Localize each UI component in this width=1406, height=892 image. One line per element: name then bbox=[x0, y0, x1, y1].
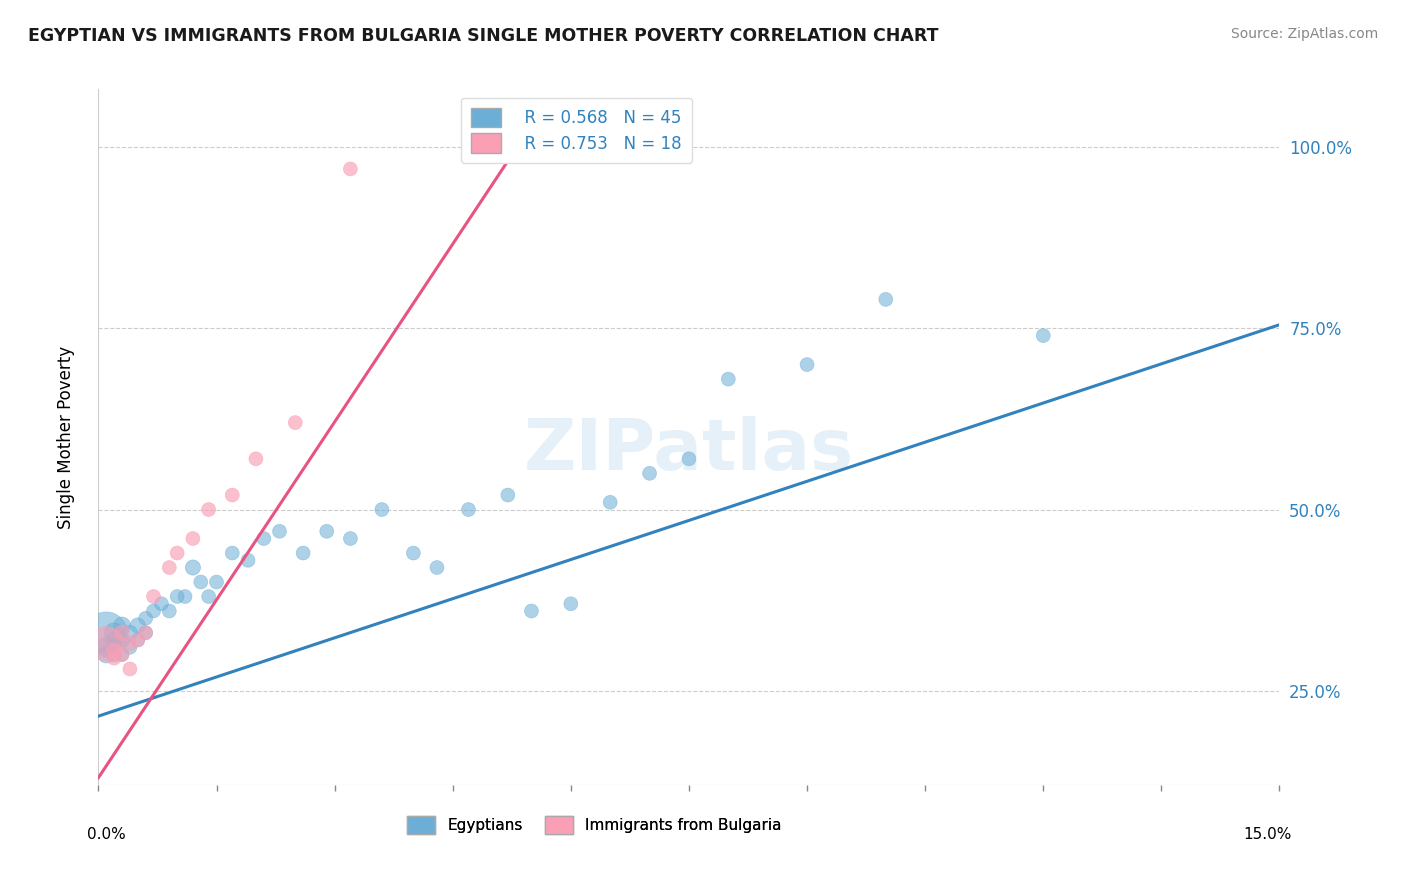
Point bbox=[371, 502, 394, 516]
Point bbox=[197, 590, 219, 604]
Point bbox=[96, 625, 118, 640]
Point bbox=[166, 546, 188, 560]
Point bbox=[717, 372, 740, 386]
Point bbox=[96, 640, 118, 655]
Point bbox=[157, 604, 180, 618]
Point bbox=[103, 633, 125, 648]
Point bbox=[118, 625, 141, 640]
Point bbox=[157, 560, 180, 574]
Point bbox=[560, 597, 582, 611]
Point bbox=[111, 633, 134, 648]
Point bbox=[221, 546, 243, 560]
Point bbox=[205, 574, 228, 589]
Point bbox=[875, 293, 897, 307]
Point bbox=[127, 633, 149, 648]
Point bbox=[520, 604, 543, 618]
Text: EGYPTIAN VS IMMIGRANTS FROM BULGARIA SINGLE MOTHER POVERTY CORRELATION CHART: EGYPTIAN VS IMMIGRANTS FROM BULGARIA SIN… bbox=[28, 27, 939, 45]
Point bbox=[315, 524, 337, 539]
Point bbox=[221, 488, 243, 502]
Point bbox=[103, 651, 125, 665]
Point bbox=[457, 502, 479, 516]
Point bbox=[111, 618, 134, 632]
Point bbox=[269, 524, 291, 539]
Point bbox=[1032, 328, 1054, 343]
Point bbox=[166, 590, 188, 604]
Point bbox=[103, 644, 125, 658]
Point bbox=[150, 597, 173, 611]
Point bbox=[292, 546, 315, 560]
Point bbox=[111, 625, 134, 640]
Point bbox=[96, 648, 118, 662]
Point bbox=[284, 416, 307, 430]
Text: 15.0%: 15.0% bbox=[1243, 827, 1291, 842]
Text: 0.0%: 0.0% bbox=[87, 827, 125, 842]
Point bbox=[599, 495, 621, 509]
Point bbox=[103, 625, 125, 640]
Point bbox=[339, 532, 361, 546]
Point bbox=[339, 161, 361, 176]
Point bbox=[190, 574, 212, 589]
Point bbox=[127, 618, 149, 632]
Point bbox=[236, 553, 259, 567]
Point bbox=[678, 451, 700, 466]
Text: ZIPatlas: ZIPatlas bbox=[524, 417, 853, 485]
Point bbox=[127, 633, 149, 648]
Point bbox=[496, 488, 519, 502]
Point bbox=[142, 590, 165, 604]
Point bbox=[197, 502, 219, 516]
Point bbox=[118, 662, 141, 676]
Point bbox=[245, 451, 267, 466]
Point bbox=[638, 467, 661, 481]
Point bbox=[103, 648, 125, 662]
Point bbox=[181, 532, 204, 546]
Point bbox=[135, 611, 157, 625]
Point bbox=[135, 625, 157, 640]
Point bbox=[402, 546, 425, 560]
Legend: Egyptians, Immigrants from Bulgaria: Egyptians, Immigrants from Bulgaria bbox=[401, 810, 787, 840]
Point bbox=[174, 590, 197, 604]
Point bbox=[118, 640, 141, 655]
Point bbox=[253, 532, 276, 546]
Point bbox=[111, 648, 134, 662]
Point bbox=[181, 560, 204, 574]
Point bbox=[426, 560, 449, 574]
Point bbox=[135, 625, 157, 640]
Point bbox=[796, 358, 818, 372]
Point bbox=[111, 648, 134, 662]
Point bbox=[142, 604, 165, 618]
Point bbox=[118, 637, 141, 651]
Y-axis label: Single Mother Poverty: Single Mother Poverty bbox=[56, 345, 75, 529]
Text: Source: ZipAtlas.com: Source: ZipAtlas.com bbox=[1230, 27, 1378, 41]
Point bbox=[96, 637, 118, 651]
